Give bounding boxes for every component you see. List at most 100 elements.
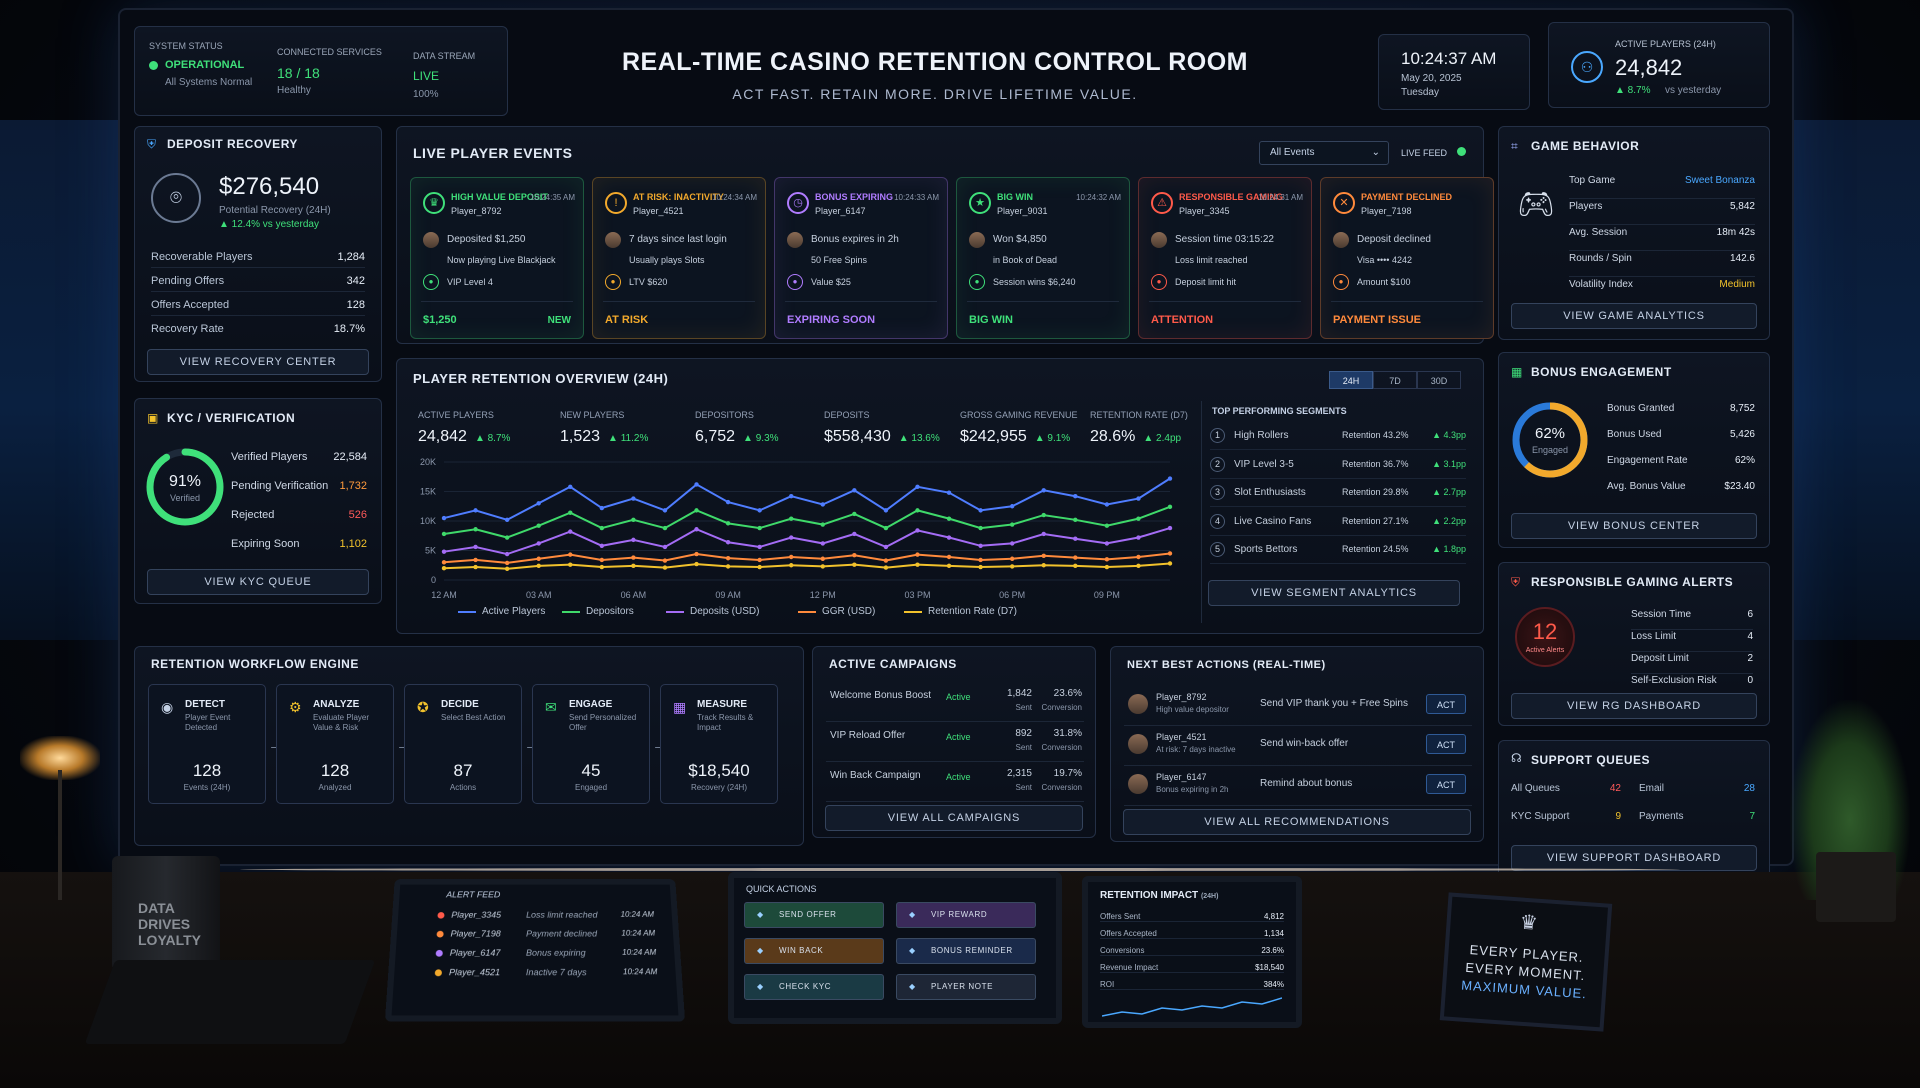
x-tick-label: 09 PM	[1094, 590, 1120, 600]
rg-rows: Session Time 6 Loss Limit 4 Deposit Limit 2…	[1631, 609, 1753, 696]
series-point	[1010, 564, 1014, 568]
quick-action-icon: ◆	[757, 939, 764, 963]
workflow-step-unit: Analyzed	[277, 783, 393, 792]
workflow-step[interactable]: ▦ MEASURE Track Results & Impact $18,540 Rec…	[660, 684, 778, 804]
kyc-row: Rejected 526	[231, 509, 367, 538]
segment-row[interactable]: 4 Live Casino Fans Retention 27.1% ▲ 2.2pp	[1210, 514, 1466, 536]
event-card[interactable]: ! AT RISK: INACTIVITY 10:24:34 AM Player_45…	[592, 177, 766, 339]
event-card[interactable]: ♛ HIGH VALUE DEPOSIT 10:24:35 AM Player_879…	[410, 177, 584, 339]
event-card[interactable]: ★ BIG WIN 10:24:32 AM Player_9031 Won $4,850…	[956, 177, 1130, 339]
alert-message: Loss limit reached	[526, 910, 598, 919]
impact-sparkline	[1102, 996, 1282, 1020]
event-card[interactable]: ✕ PAYMENT DECLINED Player_7198 Deposit decl…	[1320, 177, 1494, 339]
view-rg-dashboard-button[interactable]: VIEW RG DASHBOARD	[1511, 693, 1757, 719]
series-point	[757, 545, 761, 549]
quick-action-button[interactable]: ◆ SEND OFFER	[744, 902, 884, 928]
tab-7d[interactable]: 7D	[1373, 371, 1417, 389]
view-all-campaigns-button[interactable]: VIEW ALL CAMPAIGNS	[825, 805, 1083, 831]
support-queue[interactable]: Payments 7	[1639, 811, 1755, 822]
series-point	[568, 511, 572, 515]
campaign-row[interactable]: Win Back Campaign Active 2,315 Sent 19.7% Con…	[826, 766, 1084, 802]
recovery-row: Recoverable Players 1,284	[151, 251, 365, 268]
kpi-delta: ▲ 2.4pp	[1143, 433, 1181, 444]
y-tick-label: 5K	[425, 546, 436, 556]
support-queue[interactable]: KYC Support 9	[1511, 811, 1621, 822]
series-point	[726, 540, 730, 544]
segment-row[interactable]: 3 Slot Enthusiasts Retention 29.8% ▲ 2.7pp	[1210, 485, 1466, 507]
workflow-step[interactable]: ◉ DETECT Player Event Detected 128 Events (2…	[148, 684, 266, 804]
series-point	[1168, 505, 1172, 509]
workflow-step-value: 87	[405, 761, 521, 781]
legend-item: Retention Rate (D7)	[904, 606, 1017, 617]
series-point	[789, 563, 793, 567]
game-row: Avg. Session 18m 42s	[1569, 227, 1755, 251]
series-point	[1010, 522, 1014, 526]
campaign-name: VIP Reload Offer	[830, 730, 905, 741]
campaign-sent-label: Sent	[996, 703, 1032, 712]
series-point	[789, 535, 793, 539]
x-tick-label: 06 PM	[999, 590, 1025, 600]
workflow-step[interactable]: ✪ DECIDE Select Best Action 87 Actions	[404, 684, 522, 804]
campaign-name: Welcome Bonus Boost	[830, 690, 931, 701]
campaign-sent: 892	[996, 728, 1032, 739]
workflow-step-icon: ▦	[673, 699, 686, 716]
legend-swatch	[798, 611, 816, 613]
view-all-recommendations-button[interactable]: VIEW ALL RECOMMENDATIONS	[1123, 809, 1471, 835]
series-point	[631, 555, 635, 559]
quick-action-label: WIN BACK	[779, 946, 823, 955]
view-bonus-center-button[interactable]: VIEW BONUS CENTER	[1511, 513, 1757, 539]
view-game-analytics-button[interactable]: VIEW GAME ANALYTICS	[1511, 303, 1757, 329]
segment-row[interactable]: 5 Sports Bettors Retention 24.5% ▲ 1.8pp	[1210, 542, 1466, 564]
event-filter-select[interactable]: All Events ⌄	[1259, 141, 1389, 165]
workflow-step-unit: Events (24H)	[149, 783, 265, 792]
segment-row[interactable]: 1 High Rollers Retention 43.2% ▲ 4.3pp	[1210, 428, 1466, 450]
segment-delta: ▲ 2.7pp	[1432, 487, 1466, 497]
quick-action-button[interactable]: ◆ WIN BACK	[744, 938, 884, 964]
quick-action-button[interactable]: ◆ CHECK KYC	[744, 974, 884, 1000]
tab-24h[interactable]: 24H	[1329, 371, 1373, 389]
series-point	[536, 501, 540, 505]
right-window	[1780, 120, 1920, 640]
x-tick-label: 12 PM	[810, 590, 836, 600]
series-point	[694, 562, 698, 566]
event-footer: PAYMENT ISSUE	[1333, 314, 1421, 326]
quick-action-button[interactable]: ◆ PLAYER NOTE	[896, 974, 1036, 1000]
view-kyc-queue-button[interactable]: VIEW KYC QUEUE	[147, 569, 369, 595]
act-button[interactable]: ACT	[1426, 734, 1466, 754]
view-segment-analytics-button[interactable]: VIEW SEGMENT ANALYTICS	[1208, 580, 1460, 606]
avatar	[423, 232, 439, 248]
view-support-dashboard-button[interactable]: VIEW SUPPORT DASHBOARD	[1511, 845, 1757, 871]
series-point	[1042, 563, 1046, 567]
nba-action: Send win-back offer	[1260, 738, 1348, 749]
series-point	[821, 522, 825, 526]
act-button[interactable]: ACT	[1426, 694, 1466, 714]
legend-item: Depositors	[562, 606, 634, 617]
tab-30d[interactable]: 30D	[1417, 371, 1461, 389]
quick-action-button[interactable]: ◆ VIP REWARD	[896, 902, 1036, 928]
support-queue[interactable]: Email 28	[1639, 783, 1755, 794]
event-type: PAYMENT DECLINED	[1361, 192, 1452, 202]
recovery-row: Offers Accepted 128	[151, 299, 365, 316]
event-player: Player_9031	[997, 206, 1048, 216]
view-recovery-center-button[interactable]: VIEW RECOVERY CENTER	[147, 349, 369, 375]
event-card[interactable]: ◷ BONUS EXPIRING 10:24:33 AM Player_6147 Bon…	[774, 177, 948, 339]
quick-action-button[interactable]: ◆ BONUS REMINDER	[896, 938, 1036, 964]
act-button[interactable]: ACT	[1426, 774, 1466, 794]
alert-message: Inactive 7 days	[526, 967, 587, 977]
deposit-recovery-title: DEPOSIT RECOVERY	[167, 137, 298, 151]
series-point	[568, 552, 572, 556]
series-point	[1042, 554, 1046, 558]
campaign-row[interactable]: Welcome Bonus Boost Active 1,842 Sent 23.6% C…	[826, 686, 1084, 722]
support-queue[interactable]: All Queues 42	[1511, 783, 1621, 794]
workflow-step[interactable]: ✉ ENGAGE Send Personalized Offer 45 Engaged	[532, 684, 650, 804]
retention-line-chart: 05K10K15K20K12 AM 03 AM 06 AM 09 AM 12 PM 03 …	[410, 450, 1180, 630]
kpi-card: RETENTION RATE (D7) 28.6% ▲ 2.4pp	[1090, 410, 1188, 446]
kpi-number: $242,955	[960, 428, 1027, 445]
quick-actions-tablet: QUICK ACTIONS ◆ SEND OFFER ◆ VIP REWARD ◆ WIN…	[728, 872, 1062, 1024]
support-queue-label: Payments	[1639, 811, 1683, 822]
campaign-row[interactable]: VIP Reload Offer Active 892 Sent 31.8% Conver…	[826, 726, 1084, 762]
segment-row[interactable]: 2 VIP Level 3-5 Retention 36.7% ▲ 3.1pp	[1210, 457, 1466, 479]
event-card[interactable]: ⚠ RESPONSIBLE GAMING 10:24:31 AM Player_334…	[1138, 177, 1312, 339]
workflow-step[interactable]: ⚙ ANALYZE Evaluate Player Value & Risk 128 A…	[276, 684, 394, 804]
recovery-sub: Potential Recovery (24H)	[219, 205, 331, 216]
